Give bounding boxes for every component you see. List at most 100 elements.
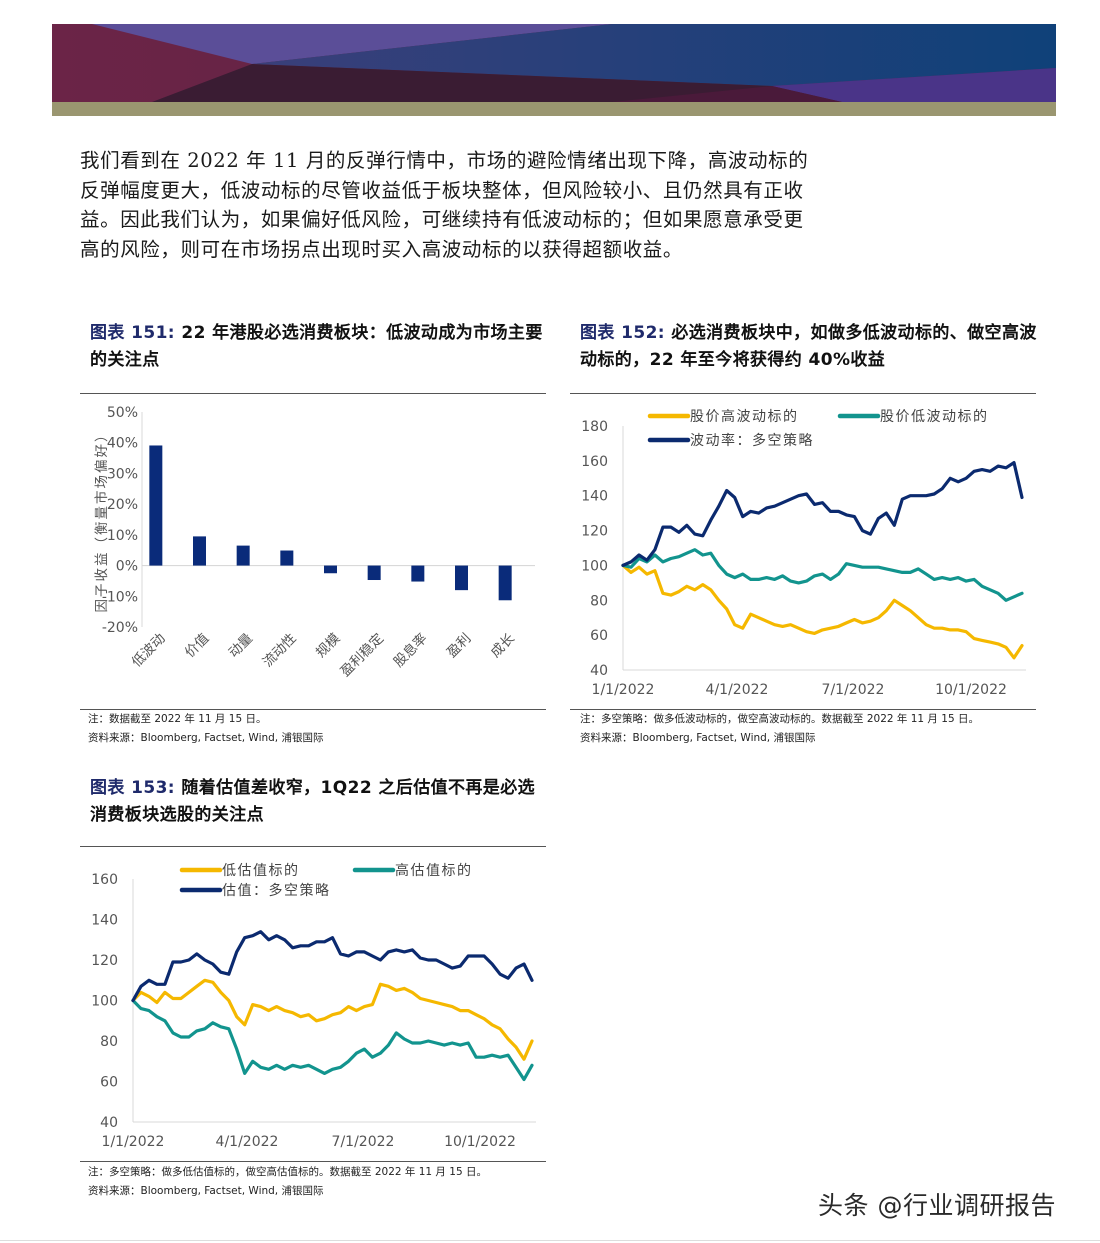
figure-152-top-rule [570,393,1036,394]
x-category-label: 流动性 [260,631,300,671]
bar [367,565,381,581]
bar [324,565,337,574]
figure-151-top-rule [80,393,546,394]
legend-item: 低估值标的 [179,863,300,879]
figure-153-bottom-rule [80,1161,546,1162]
y-tick-label: 180 [581,419,608,435]
y-tick-label: 0% [116,559,138,575]
figure-152-source: 资料来源：Bloomberg, Factset, Wind, 浦银国际 [580,732,816,744]
watermark: 头条 @行业调研报告 [818,1191,1056,1220]
legend-label: 波动率：多空策略 [690,432,814,449]
legend-label: 低估值标的 [222,863,300,879]
figure-151-title: 图表 151: 22 年港股必选消费板块：低波动成为市场主要的关注点 [90,320,550,374]
y-tick-label: 10% [107,528,138,544]
y-tick-label: 120 [581,524,608,540]
figure-152-title: 图表 152: 必选消费板块中，如做多低波动标的、做空高波动标的，22 年至今将… [580,320,1040,374]
y-tick-label: 80 [590,593,608,609]
header-banner [52,24,1056,116]
y-tick-label: 140 [581,489,608,505]
figure-153-source: 资料来源：Bloomberg, Factset, Wind, 浦银国际 [88,1185,324,1197]
x-category-label: 成长 [488,630,519,661]
y-tick-label: 60 [590,628,608,644]
y-tick-label: 50% [107,405,138,421]
series-line [131,998,534,1082]
legend-label: 股价低波动标的 [880,409,989,425]
series-line [621,460,1024,567]
y-tick-label: 80 [100,1034,118,1050]
bar [236,545,250,566]
bar [498,565,512,601]
x-tick-label: 10/1/2022 [444,1134,516,1150]
x-tick-label: 4/1/2022 [706,682,769,698]
x-tick-label: 10/1/2022 [935,682,1007,698]
y-tick-label: 40 [100,1115,118,1131]
figure-153-title-text: 随着估值差收窄，1Q22 之后估值不再是必选消费板块选股的关注点 [90,778,535,825]
x-category-label: 低波动 [129,631,169,671]
x-tick-label: 1/1/2022 [592,682,655,698]
x-tick-label: 1/1/2022 [102,1134,165,1150]
line-chart-valuation: 160 140 120 100 80 60 40 1/1/2022 4/1/2022 7/1/20… [91,862,536,1150]
legend-item: 股价低波动标的 [837,409,989,425]
x-category-label: 盈利稳定 [337,631,386,680]
figure-153-title: 图表 153: 随着估值差收窄，1Q22 之后估值不再是必选消费板块选股的关注点 [90,775,550,829]
y-tick-label: -20% [102,620,138,636]
legend-item: 波动率：多空策略 [647,432,814,449]
legend-item: 股价高波动标的 [647,408,799,425]
figure-151-label: 图表 151: [90,323,176,343]
figure-153-note: 注：多空策略：做多低估值标的，做空高估值标的。数据截至 2022 年 11 月 … [88,1166,487,1178]
y-tick-label: 160 [581,454,608,470]
y-tick-label: 100 [581,558,608,574]
y-tick-label: 40 [590,663,608,679]
bar [193,536,206,566]
y-tick-label: 140 [91,913,118,929]
figure-153-notes: 注：多空策略：做多低估值标的，做空高估值标的。数据截至 2022 年 11 月 … [88,1163,487,1201]
figure-152-notes: 注：多空策略：做多低波动标的，做空高波动标的。数据截至 2022 年 11 月 … [580,710,979,748]
figure-151-notes: 注：数据截至 2022 年 11 月 15 日。 资料来源：Bloomberg,… [88,710,323,748]
x-tick-label: 4/1/2022 [216,1134,279,1150]
x-category-label: 股息率 [390,630,431,671]
figure-152-note: 注：多空策略：做多低波动标的，做空高波动标的。数据截至 2022 年 11 月 … [580,713,979,725]
bar [280,550,294,566]
x-tick-label: 7/1/2022 [822,682,885,698]
figure-151-note: 注：数据截至 2022 年 11 月 15 日。 [88,713,267,725]
y-tick-label: 100 [91,994,118,1010]
body-paragraph: 我们看到在 2022 年 11 月的反弹行情中，市场的避险情绪出现下降，高波动标… [80,149,809,261]
x-category-label: 盈利 [444,631,474,661]
bar [149,445,163,566]
y-tick-label: 30% [107,466,138,482]
x-category-label: 动量 [226,631,256,661]
series-line [131,930,534,1003]
figure-151-source: 资料来源：Bloomberg, Factset, Wind, 浦银国际 [88,732,324,744]
legend-label: 高估值标的 [395,862,473,879]
series-line [621,548,1024,602]
bar [411,565,425,582]
x-category-label: 价值 [182,631,212,661]
bar-chart-factor-returns: 50% 40% 30% 20% 10% 0% -10% -20% 因子收益（衡量市场偏好） 低波动… [93,405,535,680]
y-tick-label: 40% [107,436,138,452]
x-tick-label: 7/1/2022 [332,1134,395,1150]
banner-graphic [52,24,1056,116]
legend-label: 估值：多空策略 [222,882,331,899]
y-tick-label: -10% [102,589,138,605]
y-tick-label: 60 [100,1075,118,1091]
figure-152-bottom-rule [570,709,1036,710]
legend-item: 估值：多空策略 [179,882,331,899]
series-line [621,563,1024,660]
figure-151-bottom-rule [80,709,546,710]
y-tick-label: 20% [107,497,138,513]
y-axis-title: 因子收益（衡量市场偏好） [93,427,110,613]
page-bottom-edge [0,1240,1100,1241]
figure-152-label: 图表 152: [580,323,666,343]
series-line [131,978,534,1061]
figure-153-label: 图表 153: [90,778,176,798]
line-chart-volatility: 180 160 140 120 100 80 60 40 1/1/2022 4/1/2022 7/1… [581,408,1026,698]
figure-152-title-text: 必选消费板块中，如做多低波动标的、做空高波动标的，22 年至今将获得约 40%收… [580,323,1037,370]
legend-label: 股价高波动标的 [690,408,799,425]
y-tick-label: 160 [91,872,118,888]
bar [455,565,468,591]
x-category-label: 规模 [313,630,344,661]
figure-151-title-text: 22 年港股必选消费板块：低波动成为市场主要的关注点 [90,323,543,370]
legend-item: 高估值标的 [352,862,473,879]
y-tick-label: 120 [91,953,118,969]
figure-153-top-rule [80,846,546,847]
